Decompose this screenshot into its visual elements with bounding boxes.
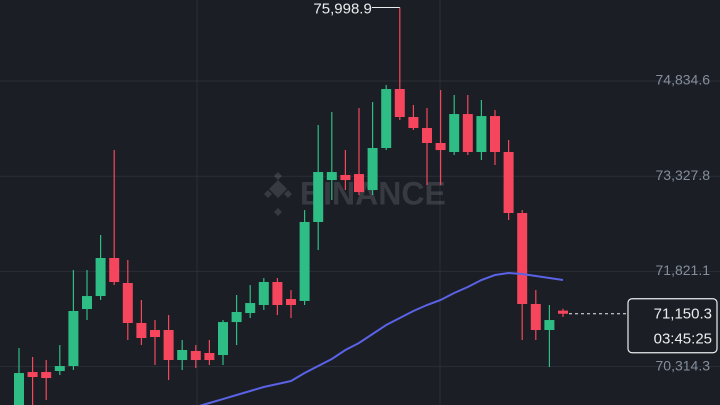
candle-body — [354, 174, 364, 193]
candle-body — [394, 89, 405, 117]
candle-body — [476, 116, 487, 152]
candle-body — [490, 116, 500, 152]
candle-body — [340, 174, 351, 181]
moving-average — [199, 271, 564, 405]
candle-body — [109, 257, 120, 283]
candle-body — [218, 322, 228, 356]
candle-body — [245, 303, 256, 314]
last-price-box — [627, 298, 718, 354]
candle-body — [449, 114, 460, 152]
countdown: 03:45:25 — [654, 331, 712, 348]
candle-body — [462, 114, 473, 152]
candle-body — [286, 298, 296, 305]
candle-body — [136, 323, 147, 339]
candle-body — [27, 372, 38, 378]
candle-body — [190, 350, 201, 361]
y-tick-label: 74,834.6 — [656, 72, 711, 88]
candle-body — [204, 353, 215, 361]
candle-body — [95, 257, 106, 297]
y-tick-label: 73,327.8 — [656, 167, 711, 183]
candle-body — [326, 172, 337, 181]
candle-body — [150, 330, 160, 338]
candle-body — [381, 89, 392, 149]
y-tick-label: 70,314.3 — [656, 357, 711, 373]
candle-body — [544, 320, 555, 331]
candle-body — [558, 310, 568, 314]
candle-body — [435, 143, 446, 151]
candle-body — [231, 312, 242, 323]
candle-body — [68, 310, 79, 367]
last-price-label: 71,150.3 — [654, 306, 712, 323]
candle-body — [14, 373, 24, 405]
logo — [264, 172, 292, 216]
candle-body — [299, 221, 310, 301]
candle-body — [122, 283, 133, 324]
candle-body — [422, 127, 432, 144]
candle-body — [41, 372, 52, 379]
candle-body — [272, 282, 283, 305]
candle-body — [313, 172, 324, 222]
high-label: 75,998.9 — [313, 0, 371, 17]
candle-body — [163, 330, 174, 361]
candle-body — [258, 282, 269, 305]
candle-body — [408, 116, 419, 128]
candle-body — [177, 349, 188, 361]
candle-body — [82, 296, 92, 310]
candle-body — [503, 151, 514, 214]
candle-body — [517, 213, 528, 304]
candle-body — [54, 366, 65, 372]
candle-body — [367, 148, 378, 191]
y-tick-label: 71,821.1 — [656, 262, 711, 278]
candle-body — [530, 303, 541, 331]
